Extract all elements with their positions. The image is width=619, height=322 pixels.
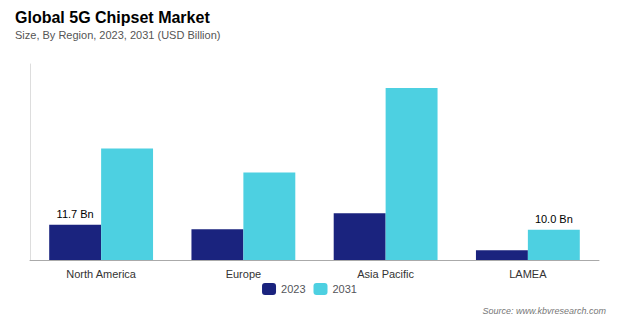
svg-text:2031: 2031 (333, 283, 357, 295)
svg-text:10.0 Bn: 10.0 Bn (535, 213, 573, 225)
svg-text:Asia Pacific: Asia Pacific (357, 268, 414, 280)
svg-text:Source: www.kbvresearch.com: Source: www.kbvresearch.com (482, 306, 606, 316)
svg-text:Global 5G Chipset Market: Global 5G Chipset Market (15, 9, 210, 26)
svg-text:Europe: Europe (226, 268, 261, 280)
svg-text:11.7 Bn: 11.7 Bn (57, 208, 94, 220)
svg-text:LAMEA: LAMEA (509, 268, 547, 280)
svg-text:2023: 2023 (281, 283, 305, 295)
svg-text:North America: North America (66, 268, 137, 280)
svg-text:Size, By Region, 2023, 2031 (U: Size, By Region, 2023, 2031 (USD Billion… (15, 29, 220, 41)
